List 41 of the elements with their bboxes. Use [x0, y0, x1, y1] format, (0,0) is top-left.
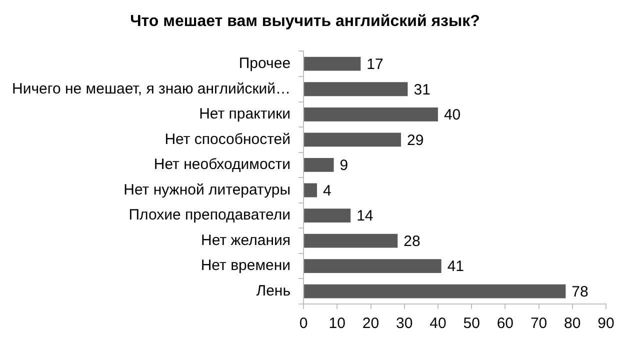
x-tick-label: 40	[430, 315, 446, 332]
data-label: 17	[366, 56, 384, 73]
bar	[304, 284, 566, 298]
bar	[304, 56, 361, 71]
x-tick-label: 60	[496, 315, 514, 332]
y-tick-label: Нет времени	[200, 257, 291, 274]
data-label: 9	[340, 157, 348, 174]
data-label: 41	[447, 258, 464, 276]
chart-title: Что мешает вам выучить английский язык?	[130, 13, 480, 30]
y-tick-label: Нет нужной литературы	[124, 181, 291, 198]
y-tick-label: Плохие преподаватели	[128, 206, 291, 224]
bar	[304, 234, 398, 248]
y-tick-label: Нет необходимости	[154, 156, 291, 174]
data-label: 78	[572, 284, 588, 300]
x-tick-label: 80	[564, 315, 581, 332]
x-tick-label: 30	[396, 315, 413, 332]
bar	[304, 107, 438, 122]
data-label: 40	[444, 106, 461, 124]
bar	[304, 82, 408, 96]
x-tick-label: 0	[299, 315, 308, 332]
data-label: 4	[322, 182, 332, 200]
x-tick-label: 50	[463, 315, 480, 332]
data-label: 14	[356, 208, 374, 225]
data-label: 31	[414, 81, 430, 98]
y-tick-label: Нет практики	[199, 106, 291, 123]
x-tick-label: 70	[530, 315, 548, 332]
bar	[304, 132, 401, 147]
data-label: 29	[407, 132, 424, 149]
x-tick-label: 20	[362, 315, 380, 332]
bar	[304, 259, 442, 274]
y-tick-label: Прочее	[238, 54, 291, 72]
x-tick-label: 90	[598, 315, 614, 332]
y-tick-label: Нет желания	[201, 232, 291, 249]
data-label: 28	[404, 232, 420, 250]
y-tick-label: Лень	[256, 282, 291, 300]
bar	[304, 208, 351, 222]
bar	[304, 183, 317, 198]
y-tick-label: Нет способностей	[164, 130, 291, 148]
y-tick-label: Ничего не мешает, я знаю английский…	[12, 80, 291, 98]
bar	[304, 158, 334, 172]
x-tick-label: 10	[328, 315, 346, 332]
